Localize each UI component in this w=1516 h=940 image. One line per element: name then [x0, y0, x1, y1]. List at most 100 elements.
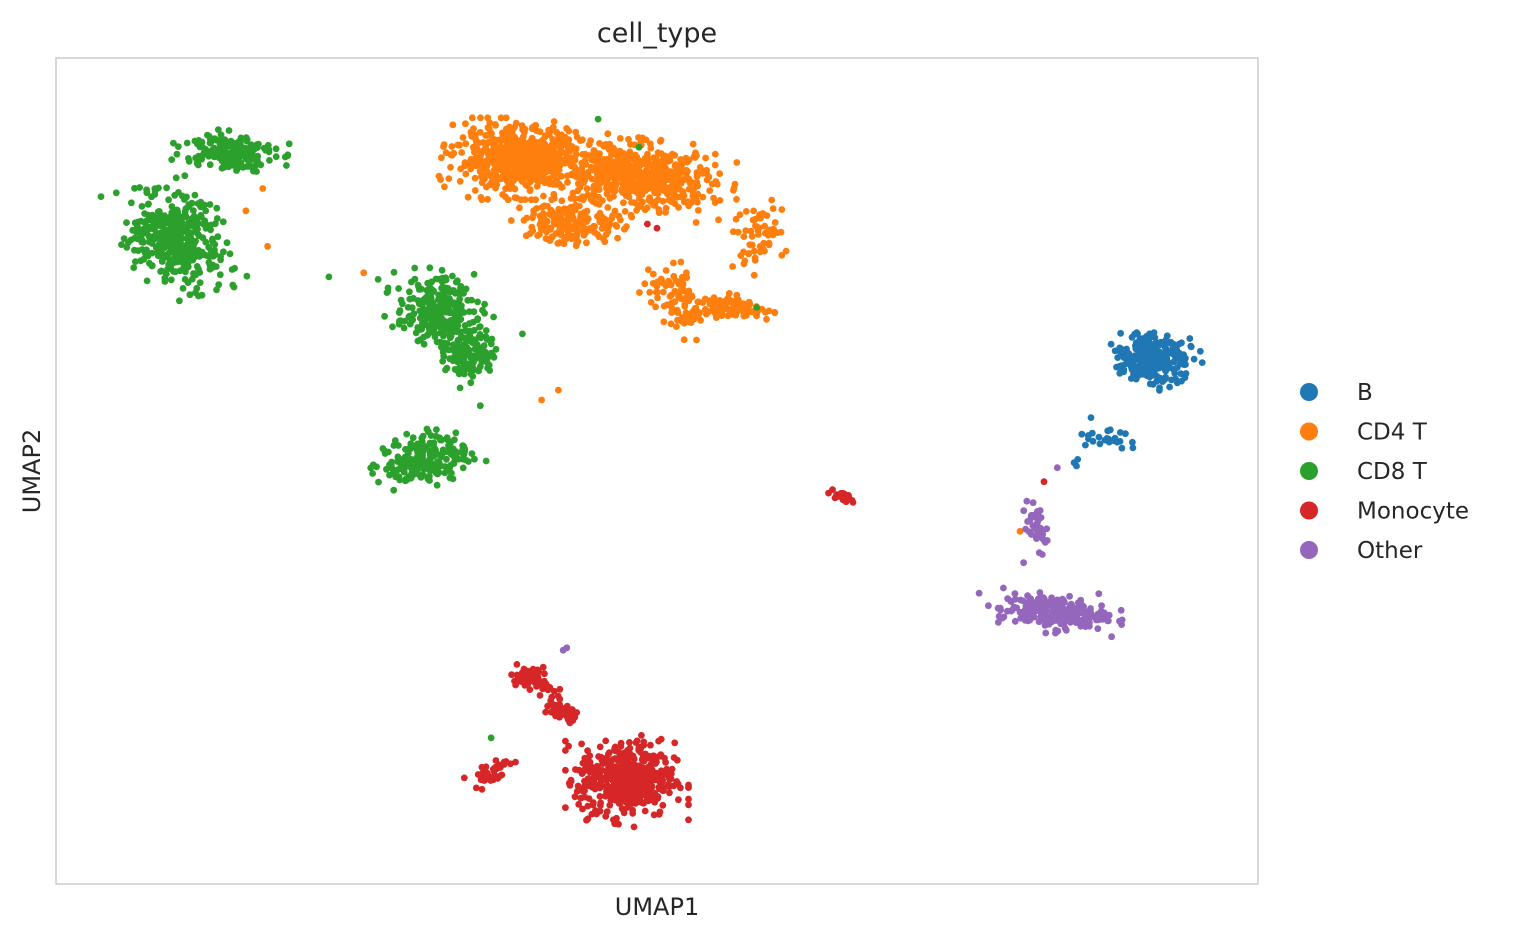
data-point-monocyte — [611, 820, 619, 828]
data-point-cd4-t — [492, 184, 499, 192]
data-point-cd8-t — [152, 231, 159, 239]
data-point-cd4-t — [671, 298, 679, 305]
data-point-cd4-t — [641, 206, 649, 214]
data-point-monocyte — [571, 713, 579, 721]
data-point-cd8-t — [447, 332, 455, 340]
data-point-monocyte — [566, 716, 573, 724]
data-point-cd8-t — [437, 338, 444, 346]
data-point-cd8-t — [445, 306, 452, 314]
data-point-cd8-t — [206, 139, 214, 147]
data-point-cd4-t — [544, 202, 551, 210]
data-point-cd4-t — [604, 157, 612, 165]
data-point-monocyte — [531, 676, 538, 684]
data-point-cd4-t — [546, 175, 553, 183]
data-point-cd8-t — [427, 295, 435, 302]
data-point-cd8-t — [477, 334, 485, 342]
data-point-cd8-t — [390, 442, 398, 449]
data-point-cd8-t — [161, 220, 169, 227]
data-point-cd4-t — [703, 170, 710, 178]
data-point-cd8-t — [220, 163, 228, 171]
data-point-cd4-t — [771, 219, 779, 226]
data-point-cd8-t — [428, 278, 436, 286]
data-point-cd4-t — [733, 159, 741, 166]
data-point-cd8-t — [325, 273, 333, 281]
legend-label-cd4-t: CD4 T — [1357, 420, 1428, 446]
data-point-cd4-t — [643, 160, 651, 168]
data-point-monocyte — [565, 779, 573, 787]
data-point-cd4-t — [660, 318, 668, 326]
data-point-cd8-t — [233, 164, 241, 172]
data-point-monocyte — [553, 706, 561, 713]
data-point-cd4-t — [498, 164, 506, 172]
data-point-cd4-t — [675, 185, 683, 193]
data-point-monocyte — [665, 783, 673, 791]
data-point-other — [1032, 532, 1040, 540]
data-point-cd8-t — [250, 167, 257, 175]
data-point-cd8-t — [118, 241, 125, 249]
data-point-cd8-t — [409, 434, 417, 442]
data-point-cd4-t — [747, 241, 755, 249]
data-point-cd8-t — [123, 219, 130, 227]
data-point-cd8-t — [193, 284, 201, 292]
data-point-monocyte — [664, 771, 671, 779]
data-point-cd4-t — [579, 136, 586, 144]
data-point-cd4-t — [478, 196, 486, 204]
data-point-b — [1176, 360, 1184, 368]
data-point-cd8-t — [433, 481, 441, 489]
data-point-monocyte — [603, 808, 611, 815]
data-point-monocyte — [596, 793, 604, 800]
data-point-cd8-t — [460, 370, 468, 378]
data-point-cd8-t — [226, 250, 234, 258]
data-point-cd8-t — [193, 159, 201, 167]
data-point-monocyte — [1040, 478, 1048, 486]
data-point-cd4-t — [587, 226, 595, 234]
data-point-cd8-t — [462, 456, 470, 464]
data-point-monocyte — [644, 220, 651, 228]
data-point-cd8-t — [397, 296, 405, 304]
data-point-cd4-t — [458, 149, 466, 156]
data-point-cd4-t — [652, 187, 660, 195]
data-point-cd8-t — [438, 266, 446, 274]
data-point-cd8-t — [200, 150, 208, 157]
data-point-cd4-t — [440, 143, 447, 151]
data-point-monocyte — [586, 752, 594, 760]
data-point-other — [1040, 595, 1048, 603]
data-point-cd4-t — [665, 186, 672, 193]
data-point-cd4-t — [622, 163, 630, 171]
data-point-cd4-t — [550, 190, 558, 198]
data-point-cd8-t — [138, 203, 146, 210]
data-point-cd8-t — [158, 258, 166, 265]
data-point-cd8-t — [141, 210, 149, 218]
data-point-cd8-t — [130, 264, 138, 271]
data-point-cd4-t — [565, 127, 573, 135]
data-point-monocyte — [592, 807, 599, 814]
data-point-cd8-t — [448, 287, 456, 295]
data-point-cd8-t — [174, 143, 182, 151]
data-point-cd4-t — [536, 142, 544, 150]
data-point-cd4-t — [745, 298, 753, 306]
data-point-b — [1124, 357, 1131, 365]
data-point-b — [1139, 351, 1147, 359]
data-point-cd8-t — [140, 225, 148, 233]
data-point-cd8-t — [454, 289, 462, 297]
data-point-other — [1019, 597, 1027, 605]
data-point-cd4-t — [656, 170, 664, 177]
data-point-cd8-t — [432, 322, 440, 330]
data-point-monocyte — [630, 823, 638, 831]
data-point-cd4-t — [706, 187, 714, 195]
data-point-cd4-t — [556, 155, 564, 163]
data-point-cd8-t — [196, 279, 204, 286]
data-point-cd8-t — [158, 267, 165, 275]
data-point-cd8-t — [480, 342, 488, 350]
chart-title: cell_type — [597, 18, 717, 49]
data-point-monocyte — [642, 755, 649, 763]
data-point-other — [1095, 590, 1103, 598]
data-point-cd4-t — [511, 163, 519, 171]
data-point-monocyte — [597, 802, 604, 809]
data-point-cd8-t — [490, 313, 497, 321]
data-point-cd4-t — [536, 128, 544, 136]
data-point-cd8-t — [155, 241, 163, 249]
data-point-other — [1020, 559, 1027, 567]
data-point-cd4-t — [627, 211, 635, 219]
data-point-cd4-t — [592, 185, 600, 193]
